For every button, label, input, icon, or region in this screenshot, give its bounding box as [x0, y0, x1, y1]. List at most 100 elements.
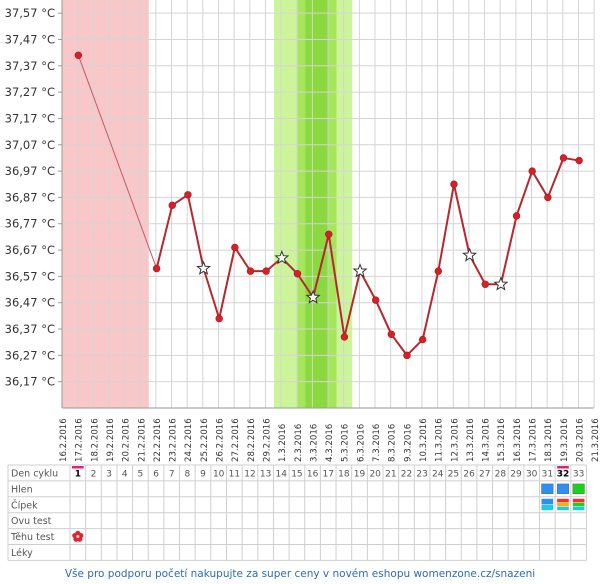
table-row-label: Ovu test: [11, 516, 52, 527]
day-number[interactable]: 26: [463, 470, 475, 480]
cipek-marker: [541, 504, 554, 511]
day-number[interactable]: 4: [122, 470, 128, 480]
series-segment: [390, 333, 408, 356]
day-number[interactable]: 3: [106, 470, 112, 480]
series-segment: [515, 170, 534, 217]
day-number[interactable]: 6: [153, 470, 159, 480]
hlen-marker: [556, 483, 570, 494]
day-number[interactable]: 13: [260, 470, 271, 480]
day-number[interactable]: 21: [385, 470, 396, 480]
y-tick-label: 36,37 °C: [5, 322, 55, 336]
day-number[interactable]: 23: [416, 470, 427, 480]
data-point-star: [462, 247, 478, 262]
data-point: [481, 280, 489, 288]
day-number[interactable]: 10: [213, 470, 225, 480]
day-number[interactable]: 2: [91, 470, 97, 480]
x-date-label: 4.3.2016: [325, 424, 335, 462]
data-point: [231, 243, 239, 252]
day-number[interactable]: 15: [291, 470, 302, 480]
y-tick-label: 36,47 °C: [5, 296, 55, 310]
y-tick-label: 36,57 °C: [5, 269, 55, 283]
data-point: [544, 193, 552, 202]
day-number[interactable]: 31: [542, 470, 553, 480]
series-segment: [546, 157, 565, 198]
series-segment: [218, 247, 236, 319]
series-segment: [77, 55, 158, 269]
day-number[interactable]: 1: [75, 470, 81, 480]
day-number[interactable]: 5: [138, 470, 144, 480]
data-point: [293, 270, 302, 278]
day-highlight-bar: [557, 466, 569, 469]
cipek-marker: [557, 506, 569, 511]
data-point-star: [196, 260, 212, 275]
day-number[interactable]: 12: [244, 470, 255, 480]
day-number[interactable]: 25: [448, 470, 459, 480]
y-tick-label: 37,17 °C: [5, 111, 55, 125]
x-date-label: 18.3.2016: [544, 418, 554, 462]
day-number[interactable]: 18: [338, 470, 350, 480]
data-point: [246, 267, 255, 275]
data-point: [387, 330, 396, 338]
day-number[interactable]: 19: [354, 470, 366, 480]
data-point: [575, 156, 583, 165]
x-date-label: 28.2.2016: [247, 418, 257, 462]
data-point: [340, 333, 349, 341]
x-date-label: 5.3.2016: [341, 424, 351, 462]
day-number[interactable]: 27: [479, 470, 490, 480]
data-point: [215, 314, 223, 323]
day-number[interactable]: 29: [510, 470, 522, 480]
temperature-series: [74, 51, 583, 360]
day-number[interactable]: 16: [307, 470, 319, 480]
x-date-label: 9.3.2016: [403, 424, 413, 462]
y-tick-label: 36,67 °C: [5, 243, 55, 257]
series-segment: [202, 268, 221, 319]
x-date-label: 16.2.2016: [59, 418, 69, 462]
day-number[interactable]: 22: [401, 470, 412, 480]
table-row-label: Těhu test: [10, 532, 55, 543]
day-number[interactable]: 30: [526, 470, 538, 480]
x-date-label: 22.2.2016: [153, 418, 163, 462]
series-segment: [421, 270, 440, 340]
phase-band: [305, 0, 329, 408]
day-number[interactable]: 7: [169, 470, 175, 480]
y-tick-label: 36,77 °C: [5, 217, 55, 231]
day-number[interactable]: 32: [557, 470, 570, 480]
x-date-label: 19.2.2016: [106, 418, 116, 462]
x-date-label: 12.3.2016: [450, 418, 460, 462]
table-row-label: Léky: [11, 548, 33, 559]
cycle-phase-bands: [62, 0, 353, 408]
day-number[interactable]: 33: [573, 470, 584, 480]
x-date-label: 20.3.2016: [575, 418, 585, 462]
x-date-label: 3.3.2016: [309, 424, 319, 462]
day-number[interactable]: 9: [200, 470, 206, 480]
x-date-label: 8.3.2016: [388, 424, 398, 462]
series-segment: [234, 246, 252, 272]
day-number[interactable]: 11: [229, 470, 240, 480]
day-number[interactable]: 24: [432, 470, 444, 480]
day-number[interactable]: 17: [322, 470, 333, 480]
data-point: [325, 230, 333, 238]
footer-promo-link[interactable]: Vše pro podporu početí nakupujte za supe…: [64, 568, 536, 580]
chart-grid: [61, 0, 595, 409]
x-date-label: 23.2.2016: [169, 418, 179, 462]
series-segment: [406, 338, 424, 357]
data-point: [262, 267, 270, 275]
day-number[interactable]: 28: [495, 470, 507, 480]
phase-band: [62, 0, 149, 408]
data-point: [418, 335, 427, 344]
y-tick-label: 37,27 °C: [5, 85, 55, 99]
cipek-marker: [557, 502, 569, 507]
x-date-label: 18.2.2016: [90, 418, 100, 462]
series-segment: [155, 205, 174, 269]
day-number[interactable]: 14: [276, 470, 288, 480]
data-point: [168, 201, 176, 210]
x-date-label: 15.3.2016: [497, 418, 507, 462]
flower-petal: [72, 532, 78, 539]
data-point: [528, 167, 536, 175]
day-number[interactable]: 20: [369, 470, 381, 480]
data-point: [74, 51, 83, 59]
day-number[interactable]: 8: [185, 470, 191, 480]
series-segment: [186, 194, 205, 269]
hlen-marker: [572, 483, 585, 494]
x-date-label: 13.3.2016: [466, 418, 476, 462]
